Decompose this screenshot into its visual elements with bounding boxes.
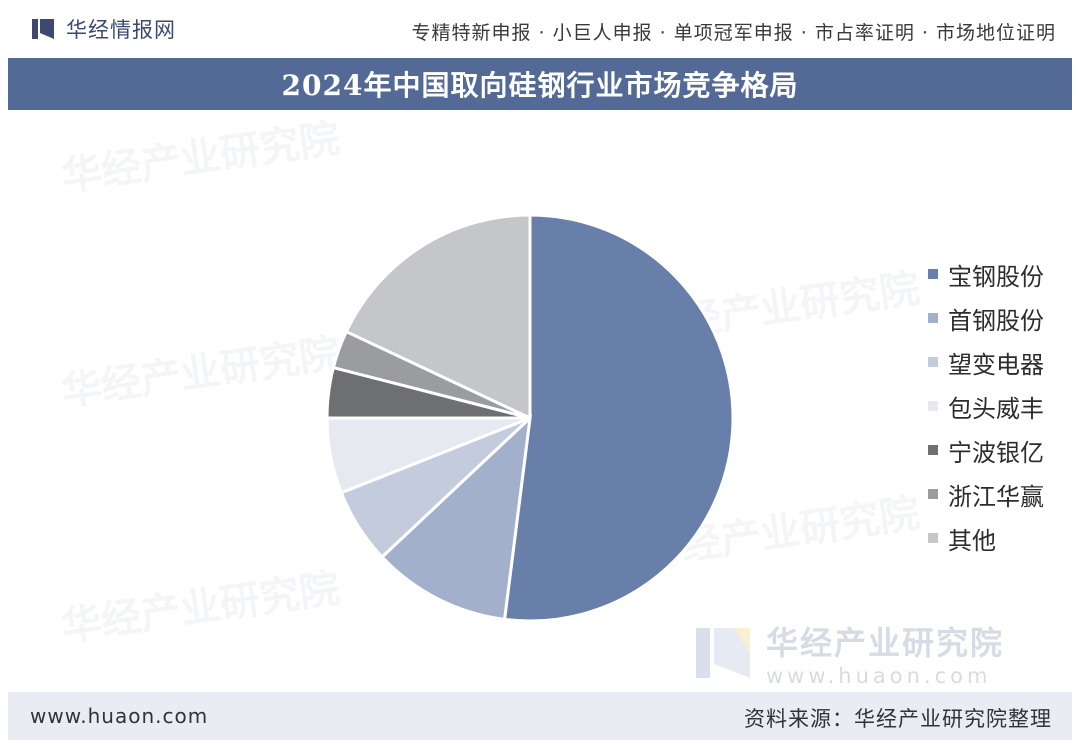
legend-label: 宁波银亿 <box>948 438 1044 467</box>
legend-swatch <box>928 357 938 367</box>
legend-label: 宝钢股份 <box>948 262 1044 291</box>
pie-slice-7 <box>344 213 532 421</box>
brand-name: 华经情报网 <box>66 18 176 42</box>
legend-swatch <box>928 269 938 279</box>
legend-swatch <box>928 313 938 323</box>
chart-legend: 宝钢股份首钢股份望变电器包头威丰宁波银亿浙江华赢其他 <box>928 252 1044 560</box>
chart-title: 2024年中国取向硅钢行业市场竞争格局 <box>281 69 799 102</box>
pie-chart <box>325 213 735 623</box>
legend-item: 其他 <box>928 516 1044 560</box>
legend-item: 包头威丰 <box>928 384 1044 428</box>
legend-item: 宁波银亿 <box>928 428 1044 472</box>
data-source-note: 资料来源：华经产业研究院整理 <box>744 707 1052 731</box>
legend-label: 首钢股份 <box>948 306 1044 335</box>
legend-item: 宝钢股份 <box>928 252 1044 296</box>
legend-swatch <box>928 401 938 411</box>
title-bar: 2024年中国取向硅钢行业市场竞争格局 <box>8 58 1072 110</box>
watermark-text: 华经产业研究院 <box>58 115 343 201</box>
brand-logo-icon <box>32 19 54 39</box>
legend-label: 望变电器 <box>948 350 1044 379</box>
legend-label: 其他 <box>948 526 996 555</box>
legend-swatch <box>928 489 938 499</box>
legend-label: 浙江华赢 <box>948 482 1044 511</box>
pie-slice-1 <box>502 213 735 623</box>
top-bar: 华经情报网 专精特新申报 · 小巨人申报 · 单项冠军申报 · 市占率证明 · … <box>0 0 1080 58</box>
legend-item: 望变电器 <box>928 340 1044 384</box>
brand[interactable]: 华经情报网 <box>30 14 176 44</box>
footer-url-link[interactable]: www.huaon.com <box>30 704 209 728</box>
watermark-brand-url: www.huaon.com <box>766 664 992 688</box>
watermark-brand-name: 华经产业研究院 <box>766 624 1005 662</box>
legend-label: 包头威丰 <box>948 394 1044 423</box>
legend-item: 首钢股份 <box>928 296 1044 340</box>
brand-watermark: 华经产业研究院 www.huaon.com <box>694 618 1004 688</box>
pie-slice-2 <box>379 414 533 622</box>
watermark-logo-icon <box>696 628 750 678</box>
legend-swatch <box>928 445 938 455</box>
legend-swatch <box>928 533 938 543</box>
legend-item: 浙江华赢 <box>928 472 1044 516</box>
services-list: 专精特新申报 · 小巨人申报 · 单项冠军申报 · 市占率证明 · 市场地位证明 <box>411 22 1056 44</box>
footer-bar: www.huaon.com 资料来源：华经产业研究院整理 <box>8 692 1072 740</box>
